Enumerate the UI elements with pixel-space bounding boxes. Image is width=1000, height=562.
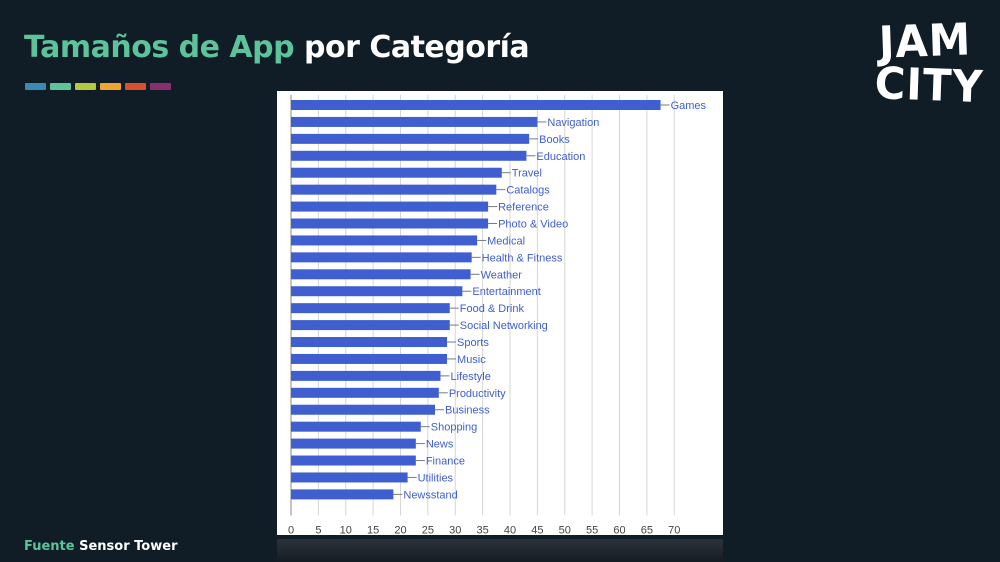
x-tick-label: 15 [367, 524, 379, 535]
category-label: Travel [512, 168, 542, 180]
bar [291, 455, 416, 466]
bar [291, 353, 448, 364]
bar [291, 489, 394, 500]
category-label: Education [536, 151, 585, 163]
bar [291, 269, 471, 280]
x-tick-label: 60 [613, 524, 625, 535]
bar [291, 116, 538, 127]
category-label: Newsstand [403, 489, 457, 501]
bar [291, 150, 527, 161]
x-tick-label: 50 [559, 524, 571, 535]
bar [291, 303, 450, 314]
x-tick-label: 5 [315, 524, 321, 535]
stripe-6 [150, 83, 171, 90]
bar [291, 133, 530, 144]
category-label: Utilities [418, 472, 454, 484]
title-rest: por Categoría [304, 30, 530, 65]
bar [291, 337, 448, 348]
jam-city-logo: JAM CITY [872, 14, 985, 116]
category-label: Sports [457, 337, 489, 349]
source-note: Fuente Sensor Tower [24, 539, 177, 554]
x-tick-label: 25 [422, 524, 434, 535]
bar [291, 404, 435, 415]
stripe-4 [100, 83, 121, 90]
bar [291, 201, 489, 212]
category-label: Food & Drink [460, 303, 525, 315]
source-name: Sensor Tower [79, 539, 178, 554]
category-label: Medical [487, 235, 525, 247]
x-tick-label: 20 [394, 524, 406, 535]
stripe-5 [125, 83, 146, 90]
bar-chart: 0 5 10 15 20 25 30 35 40 45 50 55 60 65 70 Games Navigat… [288, 95, 707, 536]
slide-title: Tamaños de App por Categoría [24, 30, 530, 65]
stripe-1 [25, 83, 46, 90]
category-label: Catalogs [506, 185, 550, 197]
bar [291, 167, 502, 178]
category-label: Weather [481, 269, 523, 281]
category-label: Business [445, 405, 490, 417]
category-label: Games [671, 100, 707, 112]
x-tick-label: 35 [477, 524, 489, 535]
bar [291, 286, 463, 297]
bar [291, 218, 489, 229]
category-label: Social Networking [460, 320, 548, 332]
category-label: Health & Fitness [482, 252, 563, 264]
chart-reflection [277, 539, 723, 562]
x-tick-label: 0 [288, 524, 294, 535]
category-label: Lifestyle [450, 371, 490, 383]
stripe-2 [50, 83, 71, 90]
category-label: Productivity [449, 388, 506, 400]
chart-panel: 0 5 10 15 20 25 30 35 40 45 50 55 60 65 70 Games Navigat… [277, 91, 723, 536]
bar [291, 100, 661, 110]
bar [291, 421, 421, 432]
bar [291, 184, 497, 195]
bar [291, 252, 472, 263]
category-label: News [426, 439, 454, 451]
category-label: Shopping [431, 422, 478, 434]
category-label: Photo & Video [498, 219, 568, 231]
category-label: Entertainment [472, 286, 540, 298]
stripe-3 [75, 83, 96, 90]
x-tick-label: 55 [586, 524, 598, 535]
bar [291, 438, 416, 449]
title-highlight: Tamaños de App [24, 30, 295, 65]
x-tick-label: 40 [504, 524, 516, 535]
category-label: Books [539, 134, 570, 146]
x-tick-label: 65 [641, 524, 653, 535]
logo-line-2: CITY [873, 58, 985, 114]
bar [291, 472, 408, 483]
source-label: Fuente [24, 539, 75, 554]
category-label: Reference [498, 202, 549, 214]
bar [291, 235, 478, 246]
bar [291, 370, 441, 381]
bar [291, 387, 439, 398]
category-label: Navigation [547, 117, 599, 129]
color-stripes [25, 83, 171, 90]
x-tick-label: 30 [449, 524, 461, 535]
category-label: Music [457, 354, 486, 366]
bar [291, 320, 450, 331]
category-label: Finance [426, 456, 465, 468]
x-tick-label: 45 [531, 524, 543, 535]
x-tick-label: 70 [668, 524, 680, 535]
x-tick-label: 10 [340, 524, 352, 535]
